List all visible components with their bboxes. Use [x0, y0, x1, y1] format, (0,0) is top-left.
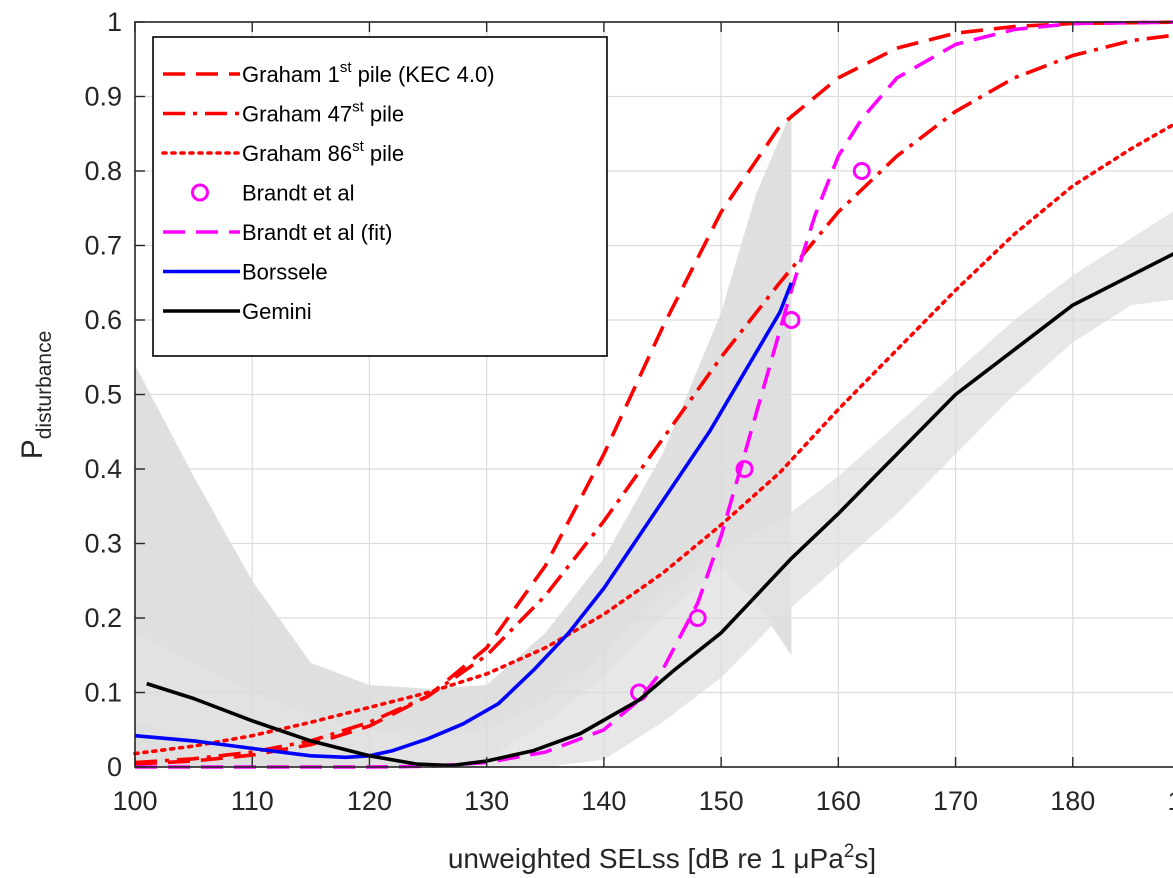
- y-tick-label-7: 0.7: [84, 231, 122, 261]
- legend-label-graham-1st-pile-kec-4-0: Graham 1st pile (KEC 4.0): [242, 59, 495, 87]
- y-tick-label-0: 0: [107, 752, 122, 782]
- confidence-band-0: [135, 111, 792, 767]
- line-graham-86st-pile: [133, 122, 1173, 756]
- x-tick-label-5: 150: [699, 786, 744, 816]
- y-tick-label-3: 0.3: [84, 529, 122, 559]
- line-graham-1st-pile-kec-4-0: [134, 20, 1173, 766]
- line-gemini: [146, 252, 1173, 768]
- x-tick-label-3: 130: [464, 786, 509, 816]
- legend-box: [152, 36, 608, 357]
- y-tick-label-4: 0.4: [84, 454, 122, 484]
- x-tick-label-2: 120: [347, 786, 392, 816]
- legend-label-brandt-et-al: Brandt et al: [242, 181, 355, 206]
- legend-label-gemini: Gemini: [242, 299, 312, 324]
- marker-brandt-et-al-2: [735, 460, 754, 478]
- y-tick-label-6: 0.6: [84, 305, 122, 335]
- legend-label-brandt-et-al-fit: Brandt et al (fit): [242, 220, 392, 245]
- confidence-bands: [135, 111, 1173, 767]
- x-tick-label-7: 170: [933, 786, 978, 816]
- marker-brandt-et-al-1: [688, 609, 707, 627]
- x-tick-label-1: 110: [231, 786, 274, 816]
- y-tick-label-5: 0.5: [84, 380, 122, 410]
- line-borssele: [134, 282, 794, 760]
- x-tick-label-4: 140: [581, 786, 626, 816]
- legend-swatch-brandt-et-al: [191, 183, 209, 202]
- axis-ticks: 100 110 120 130 140 150 160 170 180 190 0 0.1 0.2 0.3…: [84, 7, 1173, 816]
- y-tick-label-2: 0.2: [84, 603, 122, 633]
- legend: Graham 1st pile (KEC 4.0) Graham 47st pil…: [152, 36, 608, 357]
- legend-label-borssele: Borssele: [242, 260, 328, 285]
- y-tick-label-10: 1: [107, 7, 122, 37]
- x-axis-title: unweighted SELss [dB re 1 μPa2s]: [448, 841, 876, 874]
- confidence-band-1: [135, 211, 1173, 767]
- x-tick-label-8: 180: [1050, 786, 1095, 816]
- x-tick-label-9: 190: [1167, 786, 1173, 816]
- x-tick-label-6: 160: [816, 786, 861, 816]
- legend-label-graham-86st-pile: Graham 86st pile: [242, 138, 404, 166]
- marker-brandt-et-al-4: [852, 162, 871, 180]
- x-tick-label-0: 100: [112, 786, 157, 816]
- y-tick-label-9: 0.9: [84, 82, 122, 112]
- legend-label-graham-47st-pile: Graham 47st pile: [242, 99, 404, 127]
- y-axis-title: Pdisturbance: [16, 331, 56, 460]
- y-tick-label-8: 0.8: [84, 156, 122, 186]
- y-tick-label-1: 0.1: [84, 678, 122, 708]
